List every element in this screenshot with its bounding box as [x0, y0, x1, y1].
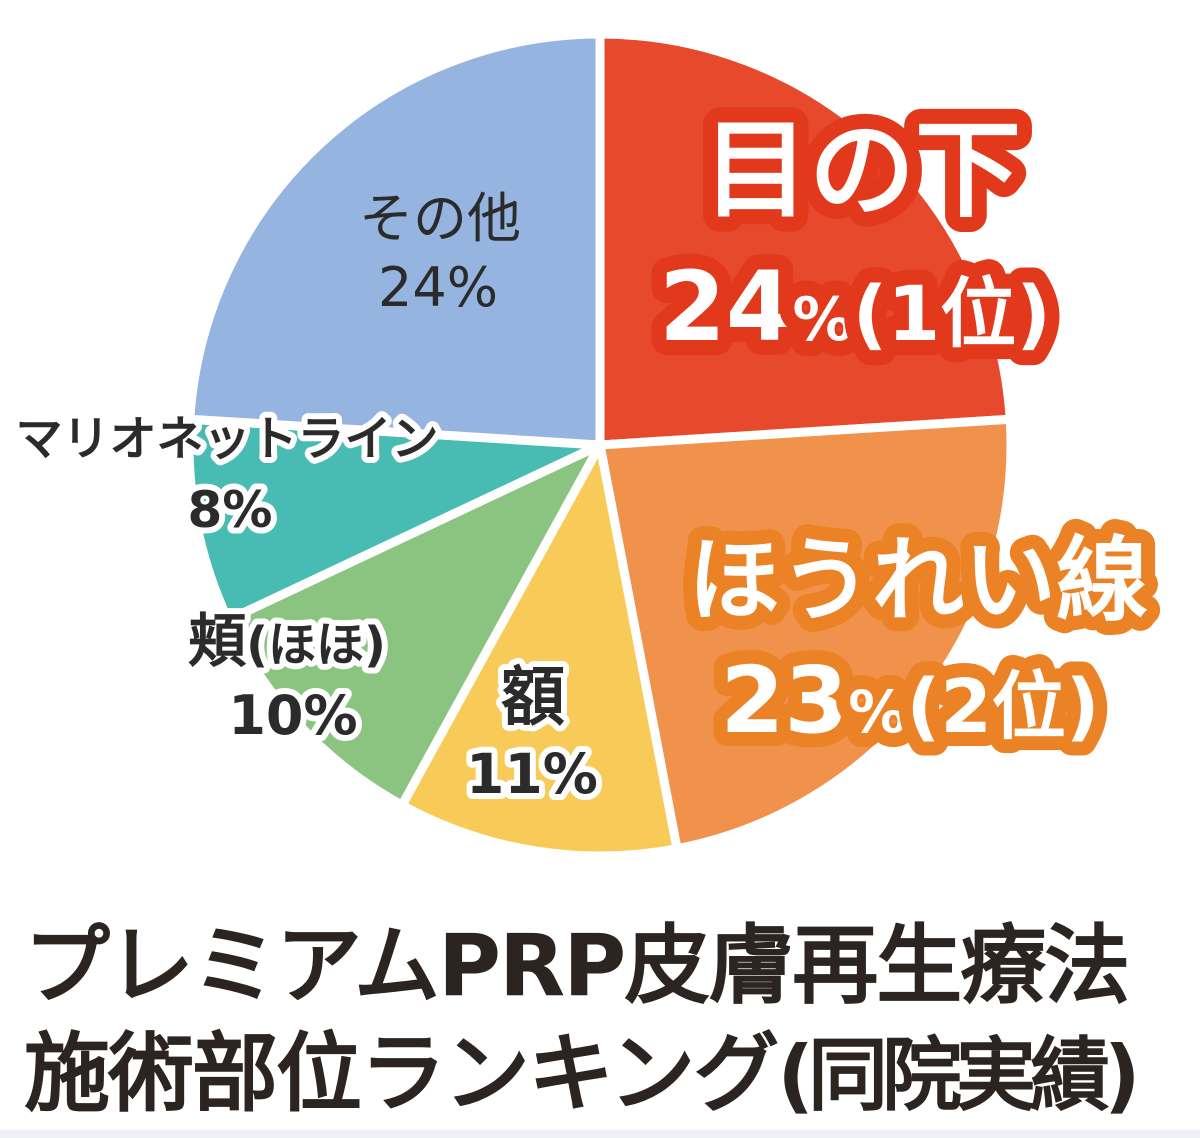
- cheek-kanji: 頬: [188, 607, 247, 675]
- pie-slice-forehead: [397, 440, 682, 861]
- under-eye-percent-number: 24: [659, 251, 793, 363]
- label-under-eye-value: 24%(1位): [659, 251, 1051, 363]
- pie-slice-other: [185, 29, 605, 450]
- label-marionette-value: 8%: [188, 481, 273, 539]
- label-forehead: 額: [501, 661, 565, 735]
- label-marionette: マリオネットライン: [16, 412, 439, 467]
- label-cheek-value: 10%: [228, 684, 357, 747]
- pie-labels-group: その他 24% 目の下 24%(1位) ほうれい線 23%(2位) マリオネット…: [10, 94, 1163, 812]
- label-forehead-value: 11%: [466, 742, 598, 806]
- label-cheek: 頬(ほほ): [188, 607, 386, 675]
- cheek-reading: (ほほ): [246, 617, 386, 673]
- label-under-eye: 目の下: [703, 109, 1021, 232]
- nasolabial-rank: (2位): [907, 664, 1100, 750]
- chart-title-line1: プレミアムPRP皮膚再生療法: [24, 916, 1130, 1016]
- pie-slice-cheek: [223, 440, 605, 810]
- label-nasolabial-value: 23%(2位): [720, 647, 1099, 754]
- pie-slices-group: [184, 29, 1016, 861]
- label-other: その他: [359, 187, 521, 250]
- pie-slice-under-eye: [595, 29, 1015, 450]
- chart-title-line2-main: 施術部位ランキング: [24, 1024, 779, 1125]
- nasolabial-percent-number: 23: [720, 647, 848, 754]
- chart-title-line2-paren: (同院実績): [777, 1029, 1140, 1123]
- under-eye-percent-sign: %: [793, 285, 853, 355]
- chart-title-line2: 施術部位ランキング(同院実績): [24, 1020, 1200, 1128]
- pie-slice-marionette-line: [184, 414, 605, 625]
- chart-title: プレミアムPRP皮膚再生療法 施術部位ランキング(同院実績): [24, 912, 1200, 1129]
- pie-chart-area: その他 24% 目の下 24%(1位) ほうれい線 23%(2位) マリオネット…: [10, 29, 1163, 861]
- nasolabial-percent-sign: %: [848, 678, 906, 746]
- bottom-edge-strip: [0, 1130, 1200, 1138]
- label-other-value: 24%: [378, 256, 498, 319]
- pie-chart-svg: その他 24% 目の下 24%(1位) ほうれい線 23%(2位) マリオネット…: [10, 29, 1163, 861]
- pie-slice-nasolabial-line: [595, 414, 1016, 854]
- label-nasolabial: ほうれい線: [688, 527, 1148, 634]
- under-eye-rank: (1位): [853, 269, 1051, 358]
